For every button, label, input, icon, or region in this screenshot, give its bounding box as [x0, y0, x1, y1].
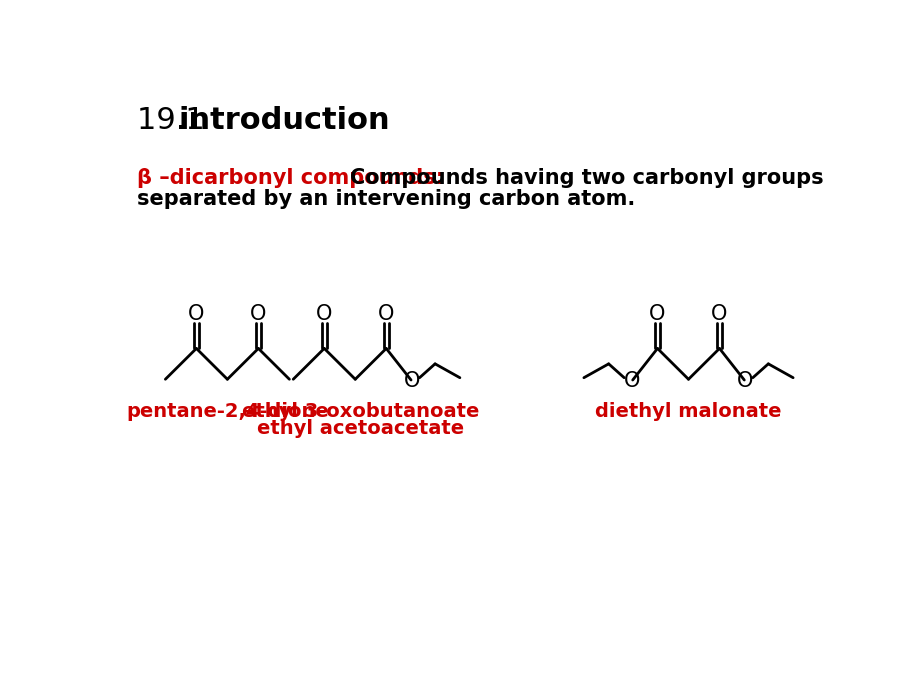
- Text: separated by an intervening carbon atom.: separated by an intervening carbon atom.: [137, 189, 634, 209]
- Text: β –dicarbonyl compounds:: β –dicarbonyl compounds:: [137, 168, 443, 188]
- Text: pentane-2,4-dione: pentane-2,4-dione: [126, 402, 328, 422]
- Text: diethyl malonate: diethyl malonate: [595, 402, 781, 422]
- Text: 19.1: 19.1: [137, 106, 214, 135]
- Text: O: O: [736, 371, 753, 391]
- Text: O: O: [188, 304, 204, 324]
- Text: ethyl acetoacetate: ethyl acetoacetate: [256, 420, 463, 438]
- Text: O: O: [403, 371, 420, 391]
- Text: O: O: [710, 304, 727, 324]
- Text: ethyl 3-oxobutanoate: ethyl 3-oxobutanoate: [242, 402, 479, 422]
- Text: O: O: [649, 304, 665, 324]
- Text: Compounds having two carbonyl groups: Compounds having two carbonyl groups: [349, 168, 823, 188]
- Text: O: O: [250, 304, 267, 324]
- Text: O: O: [378, 304, 394, 324]
- Text: O: O: [623, 371, 640, 391]
- Text: introduction: introduction: [178, 106, 390, 135]
- Text: O: O: [316, 304, 332, 324]
